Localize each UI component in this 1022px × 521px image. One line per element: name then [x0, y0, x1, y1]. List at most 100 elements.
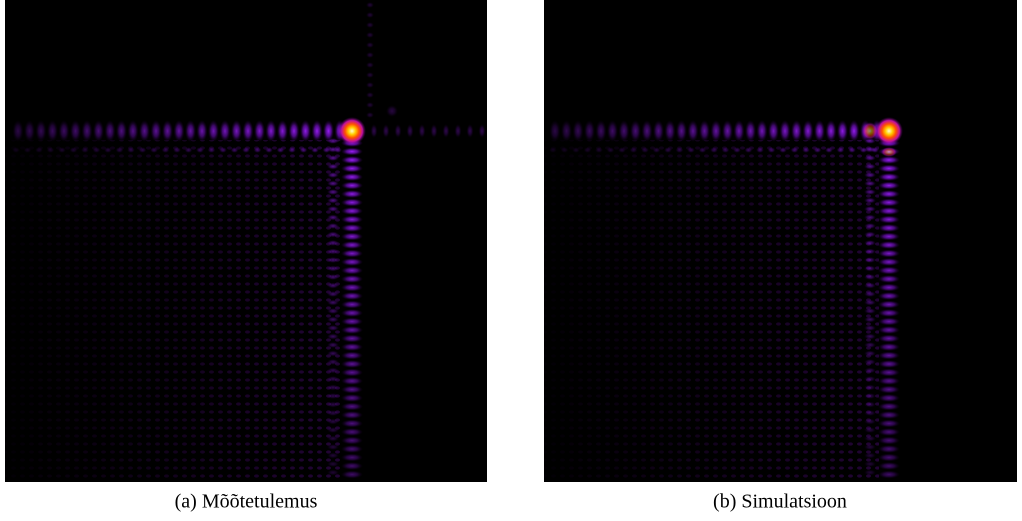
column-fringe [341, 317, 363, 326]
row-fringe [104, 147, 112, 153]
column-fringe [878, 232, 900, 241]
column-fringe [341, 181, 363, 190]
column-fringe [878, 292, 900, 300]
column-fringe [864, 325, 876, 331]
column-fringe [864, 427, 876, 433]
column-fringe [327, 291, 339, 297]
column-fringe [327, 240, 339, 246]
column-fringe [864, 342, 876, 348]
column-fringe [327, 197, 339, 204]
column-fringe [327, 223, 339, 229]
column-fringe [327, 469, 339, 476]
row-fringe [584, 120, 595, 142]
column-fringe [864, 265, 876, 272]
row-fringe [231, 120, 242, 142]
row-fringe [46, 147, 55, 153]
row-fringe [790, 147, 799, 153]
row-fringe [47, 120, 58, 142]
column-fringe [327, 163, 339, 170]
column-fringe [366, 92, 374, 98]
secondary-peak [862, 122, 878, 140]
column-fringe [864, 308, 876, 314]
row-fringe [254, 120, 265, 142]
column-fringe [878, 428, 900, 436]
row-fringe [606, 147, 615, 153]
column-fringe [366, 102, 374, 108]
column-fringe [878, 207, 900, 215]
row-fringe [322, 147, 331, 153]
row-fringe [572, 120, 584, 142]
column-fringe [341, 351, 363, 360]
column-fringe [327, 376, 339, 382]
row-fringe [58, 120, 70, 142]
column-fringe [878, 343, 900, 351]
column-fringe [878, 181, 900, 190]
row-fringe [768, 120, 779, 142]
row-fringe [12, 147, 20, 153]
row-fringe [871, 147, 879, 153]
column-fringe [327, 342, 339, 348]
column-fringe [341, 249, 363, 258]
row-fringe [549, 147, 557, 153]
column-fringe [878, 470, 900, 479]
column-fringe [878, 317, 900, 326]
column-fringe [341, 190, 363, 198]
row-fringe [299, 147, 308, 153]
row-fringe [242, 147, 250, 153]
column-fringe [327, 172, 339, 178]
column-fringe [864, 444, 876, 450]
column-fringe [341, 207, 363, 215]
row-fringe [629, 147, 638, 153]
column-fringe [864, 240, 876, 246]
column-fringe [327, 461, 339, 467]
column-fringe [327, 435, 339, 442]
column-fringe [327, 282, 339, 289]
row-fringe [687, 147, 695, 153]
column-fringe [864, 231, 876, 238]
row-fringe [196, 120, 208, 142]
column-fringe [341, 173, 363, 181]
column-fringe [366, 12, 374, 18]
column-fringe [341, 283, 363, 292]
column-fringe [864, 299, 876, 306]
column-fringe [327, 393, 339, 399]
row-fringe [767, 147, 776, 153]
row-fringe [382, 124, 390, 138]
column-fringe [366, 62, 374, 68]
column-fringe [327, 452, 339, 459]
column-fringe [327, 444, 339, 450]
column-fringe [327, 427, 339, 433]
column-fringe [864, 452, 876, 459]
row-fringe [756, 120, 768, 142]
column-fringe [878, 436, 900, 445]
column-fringe [878, 326, 900, 334]
row-fringe [150, 120, 162, 142]
row-fringe [418, 124, 426, 138]
column-fringe [341, 241, 363, 249]
row-fringe [394, 124, 402, 138]
column-fringe [878, 224, 900, 232]
row-fringe [607, 120, 618, 142]
row-fringe [813, 147, 822, 153]
central-peak [875, 117, 903, 145]
row-fringe [406, 124, 414, 138]
row-fringe [791, 120, 802, 142]
column-fringe [341, 292, 363, 300]
column-fringe [864, 172, 876, 178]
row-fringe [802, 147, 810, 153]
row-fringe [323, 120, 334, 142]
column-fringe [341, 428, 363, 436]
row-fringe [92, 147, 101, 153]
column-fringe [864, 333, 876, 340]
column-fringe [327, 180, 339, 187]
column-fringe [864, 155, 876, 161]
column-fringe [341, 334, 363, 343]
row-fringe [334, 147, 342, 153]
column-fringe [341, 402, 363, 411]
row-fringe [24, 120, 35, 142]
row-fringe [641, 120, 653, 142]
row-fringe [219, 147, 227, 153]
column-fringe [864, 180, 876, 187]
intensity-pattern [12, 2, 903, 479]
row-fringe [802, 120, 814, 142]
